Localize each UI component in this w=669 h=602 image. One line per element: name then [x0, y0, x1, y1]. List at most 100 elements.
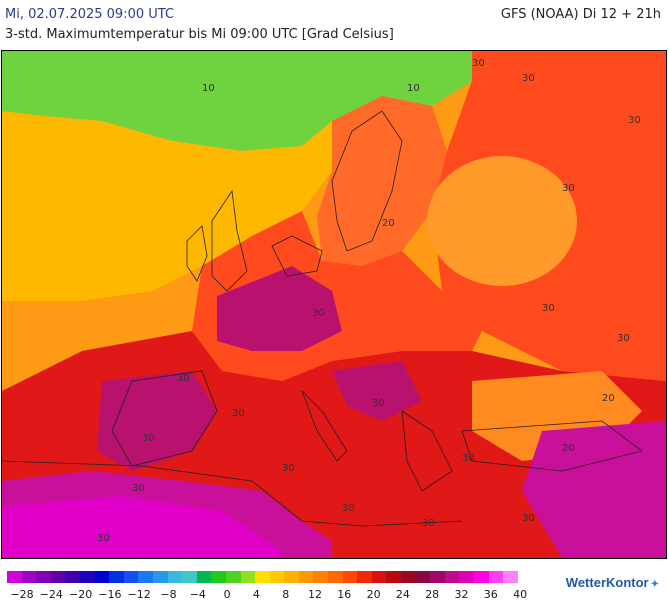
model-run-label: GFS (NOAA) Di 12 + 21h [500, 7, 661, 22]
colorbar-swatch [94, 571, 110, 583]
denmark-outline [271, 235, 323, 277]
date-time-label: Mi, 02.07.2025 09:00 UTC [5, 7, 175, 22]
colorbar-swatch [328, 571, 343, 583]
ireland-outline [186, 225, 208, 282]
temperature-map-canvas: 30 30 30 30 30 30 30 30 30 30 30 30 30 3… [2, 51, 666, 558]
colorbar-swatch [21, 571, 37, 583]
britain-outline [211, 189, 248, 292]
scandinavia-zone [317, 96, 447, 266]
isotherm-label: 20 [382, 218, 395, 229]
colorbar-tick-label: −4 [189, 588, 206, 601]
colorbar-tick-label: 8 [282, 588, 290, 601]
colorbar-tick-label: −24 [39, 588, 63, 601]
isotherm-label: 30 [142, 433, 155, 444]
colorbar-tick-label: 20 [366, 588, 381, 601]
colorbar-swatch [138, 571, 153, 583]
isotherm-label: 30 [472, 58, 485, 69]
colorbar-swatch [401, 571, 416, 583]
colorbar-tick-label: −8 [160, 588, 177, 601]
colorbar-swatch [109, 571, 124, 583]
isotherm-label: 30 [522, 513, 535, 524]
colorbar-swatch [459, 571, 474, 583]
colorbar-tick-label: 0 [223, 588, 231, 601]
colorbar-swatch [167, 571, 183, 583]
colorbar-swatch [211, 571, 226, 583]
isotherm-label: 30 [562, 183, 575, 194]
isotherm-label: 30 [372, 398, 385, 409]
colorbar-tick-label: 36 [483, 588, 498, 601]
scandinavia-outline [331, 110, 403, 252]
colorbar-swatch [298, 571, 314, 583]
colorbar-swatch [123, 571, 139, 583]
temperature-colorbar [7, 571, 518, 583]
isotherm-label: 30 [462, 453, 475, 464]
middle-east-zone [522, 421, 666, 558]
warm-zone-atlantic [2, 111, 332, 301]
italy-outline [301, 390, 348, 462]
colorbar-swatch [182, 571, 197, 583]
colorbar-tick-label: 32 [454, 588, 469, 601]
colorbar-swatch [240, 571, 256, 583]
colorbar-swatch [284, 571, 299, 583]
isotherm-label: 20 [602, 393, 615, 404]
colorbar-swatch [255, 571, 270, 583]
map-subtitle: 3-std. Maximumtemperatur bis Mi 09:00 UT… [5, 27, 394, 42]
colorbar-swatch [386, 571, 402, 583]
iberia-extreme [97, 371, 217, 471]
isotherm-label: 30 [97, 533, 110, 544]
colorbar-swatch [357, 571, 372, 583]
isotherm-label: 30 [312, 308, 325, 319]
colorbar-tick-label: 12 [308, 588, 322, 601]
isotherm-label: 30 [522, 73, 535, 84]
isotherm-label: 30 [232, 408, 245, 419]
isotherm-label: 30 [342, 503, 355, 514]
colorbar-swatch [79, 571, 95, 583]
colorbar-swatch [371, 571, 387, 583]
isotherm-label: 10 [407, 83, 420, 94]
colorbar-tick-label: −16 [98, 588, 122, 601]
colorbar-swatch [225, 571, 241, 583]
colorbar-tick-label: −20 [68, 588, 93, 601]
colorbar-swatch [488, 571, 504, 583]
colorbar-tick-label: 40 [513, 588, 528, 601]
colorbar-swatch [503, 571, 518, 583]
greece-outline [401, 410, 453, 492]
colorbar-swatch [152, 571, 168, 583]
colorbar-swatch [430, 571, 445, 583]
colorbar-swatch [313, 571, 329, 583]
turkey-outline [461, 420, 643, 472]
france-germany-extreme [217, 266, 342, 351]
colorbar-swatch [50, 571, 66, 583]
isotherm-labels: 30 30 30 30 30 30 30 30 30 30 30 30 30 3… [97, 58, 641, 544]
colorbar-tick-label: 4 [252, 588, 260, 601]
colorbar-swatch [7, 571, 22, 583]
sahara-extreme [2, 496, 282, 558]
coastlines [2, 110, 643, 527]
logo-mark-icon: ✦ [650, 579, 659, 590]
colorbar-swatch [444, 571, 460, 583]
cool-zone-north [2, 51, 477, 151]
colorbar-tick-label: 24 [395, 588, 410, 601]
wetterkontor-logo: WetterKontor ✦ [566, 575, 659, 590]
colorbar-swatch [474, 571, 489, 583]
colorbar-swatch [36, 571, 51, 583]
colorbar-tick-label: 28 [425, 588, 440, 601]
colorbar-swatch [196, 571, 212, 583]
iberia-outline [111, 370, 218, 467]
temperature-map: 30 30 30 30 30 30 30 30 30 30 30 30 30 3… [1, 50, 667, 559]
isotherm-label: 30 [422, 518, 435, 529]
isotherm-label: 10 [202, 83, 215, 94]
isotherm-label: 30 [617, 333, 630, 344]
colorbar-swatch [65, 571, 80, 583]
colorbar-tick-label: −28 [10, 588, 34, 601]
isotherm-label: 30 [177, 373, 190, 384]
isotherm-label: 30 [132, 483, 145, 494]
isotherm-label: 20 [562, 443, 575, 454]
colorbar-tick-labels: −28 −24 −20 −16 −12 −8 −4 0 4 8 12 16 20 24 28 32 36 40 [0, 588, 540, 602]
balkans-extreme [332, 361, 422, 421]
colorbar-swatch [415, 571, 431, 583]
isotherm-label: 30 [542, 303, 555, 314]
colorbar-swatch [269, 571, 285, 583]
isotherm-label: 30 [282, 463, 295, 474]
colorbar-tick-label: −12 [127, 588, 151, 601]
